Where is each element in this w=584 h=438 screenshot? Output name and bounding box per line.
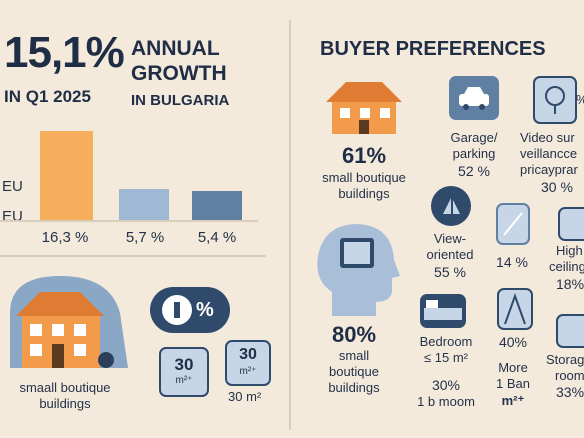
pref-label: oriented (426, 247, 474, 262)
pref-percent: 61% (341, 143, 387, 168)
pref-value: 30 % (541, 179, 573, 195)
headline-subtitle-2: IN BULGARIA (131, 92, 230, 109)
pref-label: parking (452, 146, 496, 161)
pref-label: High (556, 243, 583, 258)
percent-glyph: % (576, 92, 584, 107)
window-icon (496, 203, 530, 245)
area-label: 30 m² (228, 389, 262, 404)
chart-baseline (0, 220, 258, 222)
pref-label: veillancce (520, 146, 578, 161)
pref-label: ceiling (549, 259, 584, 274)
pref-label: small (338, 348, 370, 363)
pref-value: 14 % (496, 254, 528, 270)
bar-value-label: 16,3 % (41, 229, 89, 246)
pref-percent: 80% (331, 322, 377, 347)
pref-value: 1 b moom (417, 394, 475, 409)
sail-icon (431, 186, 471, 226)
headline-subtitle: IN Q1 2025 (4, 87, 91, 106)
tree-icon (533, 76, 577, 124)
bar (119, 188, 169, 220)
vertical-divider (289, 20, 291, 430)
headline-value: 15,1% (4, 28, 125, 77)
bar (40, 131, 93, 220)
tent-icon (497, 288, 533, 330)
ceiling-icon (558, 207, 584, 241)
pref-value: More (498, 360, 528, 375)
bar-value-label: 5,7 % (125, 229, 165, 246)
pref-value: 30% (431, 377, 461, 393)
area-card: 30 m²⁺ (159, 347, 209, 397)
headline-title-line1: ANNUAL (131, 37, 220, 60)
axis-label: EU (2, 208, 23, 225)
area-card-unit: m²⁺ (239, 366, 257, 377)
caption-line2: buildings (39, 396, 91, 411)
head-icon (312, 220, 402, 318)
pref-value: m²⁺ (501, 393, 525, 408)
area-card-value: 30 (174, 355, 194, 374)
pref-label: buildings (328, 380, 380, 395)
car-icon (449, 76, 499, 120)
bar (192, 190, 242, 220)
bar-value-label: 5,4 % (197, 229, 237, 246)
pref-label: Storag (546, 352, 584, 367)
pref-label: ≤ 15 m² (424, 350, 468, 365)
pref-value: 52 % (458, 163, 490, 179)
pref-label: room (555, 368, 584, 383)
pref-label: Garage/ (450, 130, 498, 145)
pref-label: pricayprar (520, 162, 578, 177)
pref-value: 1 Ban (496, 376, 530, 391)
pref-percent: 40% (498, 334, 528, 350)
headline-title-line2: GROWTH (131, 62, 227, 85)
house-icon (324, 76, 404, 136)
pref-value: 55 % (434, 264, 466, 280)
badge-icon (162, 295, 192, 325)
percent-badge: % (150, 287, 230, 333)
bar-chart: EU EU 16,3 % 5,7 % 5,4 % (0, 110, 270, 250)
house-illustration (10, 268, 130, 378)
area-card-unit: m²⁺ (175, 375, 193, 386)
section-title: BUYER PREFERENCES (320, 38, 546, 60)
storage-icon (556, 314, 584, 348)
pref-label: Video sur (520, 130, 575, 145)
horizontal-divider (0, 255, 266, 257)
pref-value: 18% (556, 276, 584, 292)
pref-label: boutique (329, 364, 379, 379)
pref-label: View- (433, 231, 467, 246)
pref-label: small boutique (322, 170, 406, 185)
area-card-value: 30 (239, 346, 257, 363)
pref-label: buildings (338, 186, 390, 201)
caption-line1: smaall boutique (19, 380, 111, 395)
bed-icon (420, 294, 466, 328)
axis-label: EU (2, 178, 23, 195)
pref-label: Bedroom (419, 334, 473, 349)
badge-text: % (196, 299, 214, 321)
area-card: 30 m²⁺ (225, 340, 271, 386)
pref-value: 33% (556, 384, 584, 400)
